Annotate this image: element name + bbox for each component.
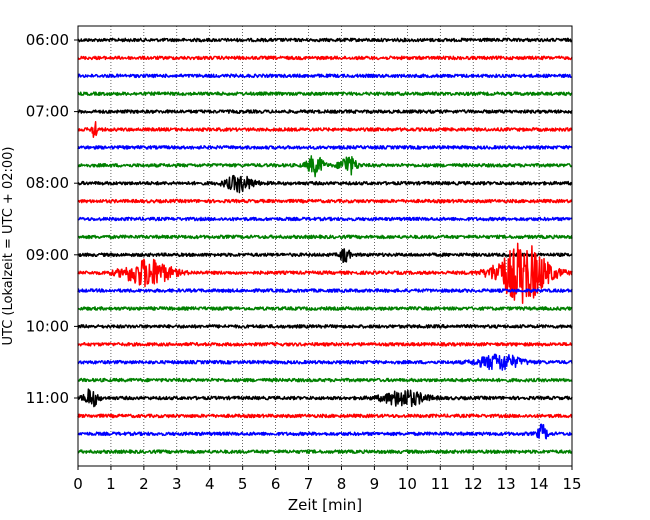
y-tick-label: 09:00 [26, 246, 69, 264]
x-tick-label: 9 [370, 475, 380, 493]
trace-line [77, 73, 573, 79]
x-tick-label: 5 [238, 475, 248, 493]
x-axis-label: Zeit [min] [288, 496, 362, 514]
y-tick-label: 11:00 [26, 389, 69, 407]
trace-line [77, 37, 573, 43]
x-tick-label: 12 [464, 475, 483, 493]
x-tick-label: 10 [398, 475, 417, 493]
plot-frame [77, 25, 573, 467]
trace-line [77, 121, 573, 138]
trace-line [77, 242, 573, 304]
y-tick-label: 06:00 [26, 31, 69, 49]
y-tick-label: 07:00 [26, 103, 69, 121]
y-tick-label: 10:00 [26, 317, 69, 335]
trace-line [77, 388, 573, 408]
x-tick-label: 15 [562, 475, 581, 493]
trace-line [77, 248, 573, 264]
x-tick-label: 8 [337, 475, 347, 493]
traces-layer [77, 37, 573, 455]
trace-line [77, 423, 573, 440]
x-tick-label: 0 [73, 475, 83, 493]
y-tick-label: 08:00 [26, 174, 69, 192]
trace-line [77, 324, 573, 329]
y-axis-label: UTC (Lokalzeit = UTC + 02:00) [1, 147, 16, 346]
y-ticks: 06:00 07:00 08:00 09:00 10:00 11:00 [26, 31, 78, 407]
trace-line [77, 306, 573, 311]
trace-line [77, 288, 573, 293]
trace-line [77, 145, 573, 150]
trace-line [77, 353, 573, 371]
x-tick-label: 1 [106, 475, 116, 493]
trace-line [77, 198, 573, 204]
trace-line [77, 216, 573, 222]
trace-line [77, 341, 573, 347]
x-tick-label: 3 [172, 475, 182, 493]
x-tick-label: 11 [431, 475, 450, 493]
trace-line [77, 155, 573, 178]
trace-line [77, 234, 573, 240]
x-tick-label: 2 [139, 475, 149, 493]
trace-line [77, 55, 573, 61]
x-tick-label: 14 [530, 475, 549, 493]
trace-line [77, 449, 573, 455]
trace-line [77, 109, 573, 114]
trace-line [77, 413, 573, 419]
trace-line [77, 91, 573, 97]
trace-line [77, 174, 573, 194]
x-tick-label: 4 [205, 475, 215, 493]
x-tick-label: 7 [304, 475, 314, 493]
trace-line [77, 377, 573, 383]
x-tick-label: 13 [497, 475, 516, 493]
x-tick-label: 6 [271, 475, 281, 493]
x-ticks: 0 1 2 3 4 5 6 7 8 9 10 11 12 13 14 15 [73, 466, 582, 493]
